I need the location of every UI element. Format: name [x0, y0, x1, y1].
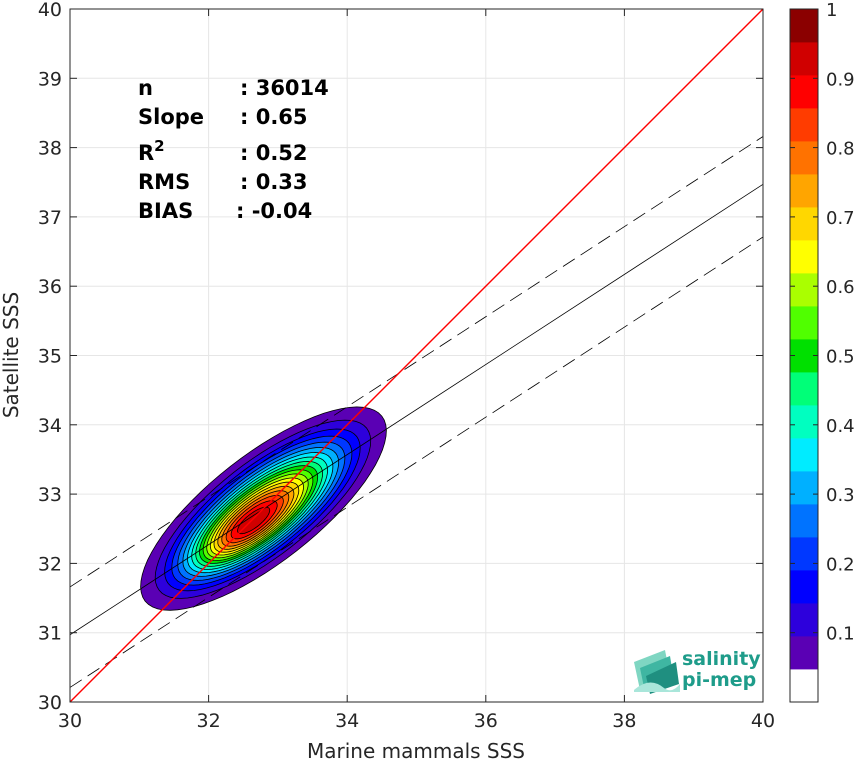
- y-tick-label: 31: [38, 623, 62, 645]
- colorbar-segment: [790, 438, 818, 472]
- colorbar-segment: [790, 405, 818, 439]
- x-tick-label: 40: [751, 710, 775, 732]
- colorbar-segment: [790, 9, 818, 43]
- colorbar-segment: [790, 471, 818, 505]
- x-tick-label: 30: [58, 710, 82, 732]
- x-tick-label: 36: [474, 710, 498, 732]
- colorbar-segment: [790, 273, 818, 307]
- lower-bound-line: [70, 236, 763, 688]
- colorbar-tick-label: 0.3: [826, 485, 855, 506]
- y-tick-label: 35: [38, 346, 62, 368]
- colorbar: 0.1 0.2 0.3 0.4 0.5 0.6 0.7 0.8 0.9 1: [789, 0, 855, 703]
- y-tick-label: 40: [38, 0, 62, 21]
- colorbar-tick-label: 0.4: [826, 416, 855, 437]
- y-tick-label: 32: [38, 553, 62, 575]
- logo-wave-icon: [634, 650, 680, 694]
- axis-ticks: 30 32 34 36 38 40 30 31 32 33 34 35 36 37 38 39 40: [38, 0, 775, 732]
- y-tick-label: 39: [38, 68, 62, 90]
- colorbar-segment: [790, 240, 818, 274]
- y-tick-label: 30: [38, 692, 62, 714]
- colorbar-segment: [790, 141, 818, 175]
- colorbar-tick-label: 0.6: [826, 277, 855, 298]
- colorbar-tick-label: 0.7: [826, 208, 855, 229]
- logo-line2: pi-mep: [682, 669, 756, 691]
- upper-bound-line: [70, 136, 763, 588]
- colorbar-segment: [790, 306, 818, 340]
- stat-label: n: [138, 76, 153, 100]
- y-tick-label: 33: [38, 484, 62, 506]
- y-tick-label: 34: [38, 415, 62, 437]
- x-tick-label: 34: [335, 710, 359, 732]
- colorbar-segment: [790, 174, 818, 208]
- x-tick-label: 32: [197, 710, 221, 732]
- regression-line: [70, 183, 763, 636]
- colorbar-segment: [790, 537, 818, 571]
- x-axis-label: Marine mammals SSS: [307, 739, 525, 763]
- colorbar-tick-label: 0.8: [826, 139, 855, 160]
- stat-label: Slope: [138, 105, 204, 129]
- stat-label: RMS: [138, 170, 190, 194]
- colorbar-tick-label: 0.1: [826, 624, 855, 645]
- identity-line: [70, 9, 763, 702]
- y-axis-label: Satellite SSS: [0, 292, 23, 418]
- colorbar-segment: [790, 42, 818, 76]
- colorbar-tick-label: 0.9: [826, 69, 855, 90]
- colorbar-segment: [790, 669, 818, 703]
- stat-value: : 0.52: [240, 141, 308, 165]
- colorbar-segment: [790, 636, 818, 670]
- colorbar-tick-label: 0.2: [826, 554, 855, 575]
- stat-label: BIAS: [138, 199, 193, 223]
- reference-lines: [70, 9, 763, 702]
- logo-line1: salinity: [682, 648, 761, 670]
- y-tick-label: 37: [38, 207, 62, 229]
- colorbar-segment: [790, 108, 818, 142]
- stat-value: : 0.65: [240, 105, 308, 129]
- colorbar-segment: [790, 75, 818, 109]
- stat-value: : -0.04: [236, 199, 312, 223]
- colorbar-segment: [790, 570, 818, 604]
- colorbar-segment: [790, 372, 818, 406]
- salinity-pi-mep-logo: salinity pi-mep: [634, 648, 761, 694]
- stat-value: : 0.33: [240, 170, 308, 194]
- x-tick-label: 38: [612, 710, 636, 732]
- stat-value: : 36014: [240, 76, 329, 100]
- colorbar-tick-label: 0.5: [826, 347, 855, 368]
- y-tick-label: 38: [38, 138, 62, 160]
- colorbar-segment: [790, 504, 818, 538]
- y-tick-label: 36: [38, 276, 62, 298]
- colorbar-segment: [790, 207, 818, 241]
- colorbar-tick-label: 1: [826, 0, 837, 21]
- colorbar-segment: [790, 603, 818, 637]
